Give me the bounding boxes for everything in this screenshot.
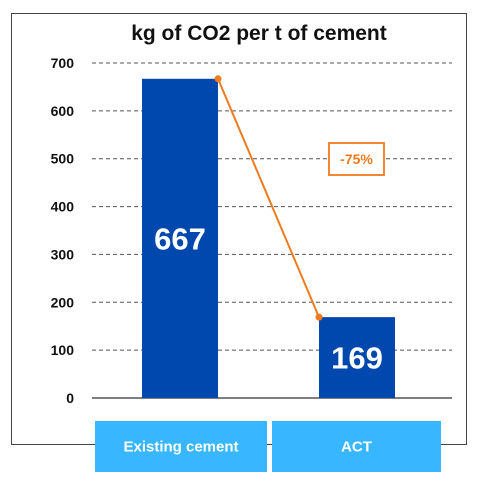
category-label: Existing cement (123, 439, 238, 456)
bars: 667 169 (142, 78, 395, 399)
y-tick-label: 700 (51, 55, 75, 71)
y-tick-label: 100 (51, 342, 75, 358)
bar-1 (142, 78, 218, 399)
bar-value-label: 667 (154, 221, 206, 256)
y-tick-label: 600 (51, 103, 75, 119)
category-labels: Existing cement ACT (95, 421, 441, 472)
percent-change-label: -75% (340, 151, 373, 167)
category-box (95, 421, 267, 472)
change-line (217, 78, 320, 318)
category-label: ACT (341, 439, 372, 456)
change-annotation: -75% (214, 75, 385, 321)
category-box (272, 421, 441, 472)
y-tick-label: 300 (51, 246, 75, 262)
y-tick-label: 0 (66, 390, 74, 406)
percent-change-box (328, 142, 385, 176)
bar-value-label: 169 (331, 341, 383, 376)
y-tick-label: 500 (51, 151, 75, 167)
bar-2 (319, 317, 395, 398)
chart-title: kg of CO2 per t of cement (131, 22, 387, 45)
change-line-start-dot (214, 75, 222, 83)
y-axis-ticks: 0 100 200 300 400 500 600 700 (51, 55, 75, 406)
y-tick-label: 200 (51, 294, 75, 310)
y-tick-label: 400 (51, 199, 75, 215)
change-line-end-dot (315, 313, 323, 321)
